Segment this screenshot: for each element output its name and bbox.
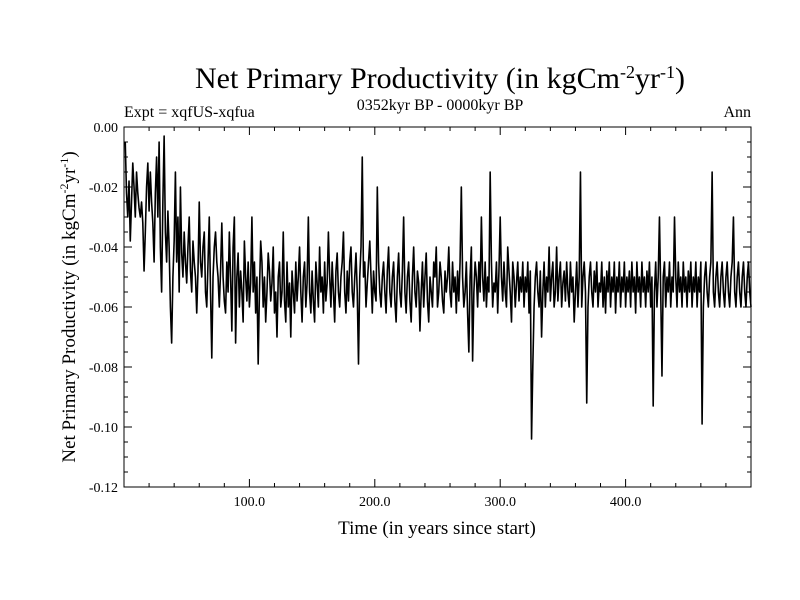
x-axis-ticks: 100.0 200.0 300.0 400.0 — [148, 127, 727, 510]
x-tick-label: 300.0 — [484, 495, 516, 510]
y-tick-label: -0.12 — [89, 481, 118, 496]
y-tick-label: 0.00 — [94, 121, 119, 136]
series-line-annual-npp — [124, 135, 752, 440]
season-label: Ann — [723, 104, 751, 121]
time-range-label: 0352kyr BP - 0000kyr BP — [357, 97, 524, 114]
x-tick-label: 400.0 — [610, 495, 642, 510]
y-tick-label: -0.06 — [89, 301, 118, 316]
y-tick-label: -0.02 — [89, 181, 118, 196]
chart-title: Net Primary Productivity (in kgCm-2yr-1) — [195, 62, 685, 95]
x-tick-label: 100.0 — [234, 495, 266, 510]
x-axis-label: Time (in years since start) — [338, 518, 536, 539]
y-tick-label: -0.04 — [89, 241, 118, 256]
experiment-label: Expt = xqfUS-xqfua — [124, 104, 255, 121]
y-tick-label: -0.10 — [89, 421, 118, 436]
x-tick-label: 200.0 — [359, 495, 391, 510]
y-axis-label: Net Primary Productivity (in kgCm-2yr-1) — [57, 151, 80, 462]
y-tick-label: -0.08 — [89, 361, 118, 376]
y-axis-ticks: 0.00 -0.02 -0.04 -0.06 -0.08 -0.10 -0.12 — [89, 121, 751, 496]
